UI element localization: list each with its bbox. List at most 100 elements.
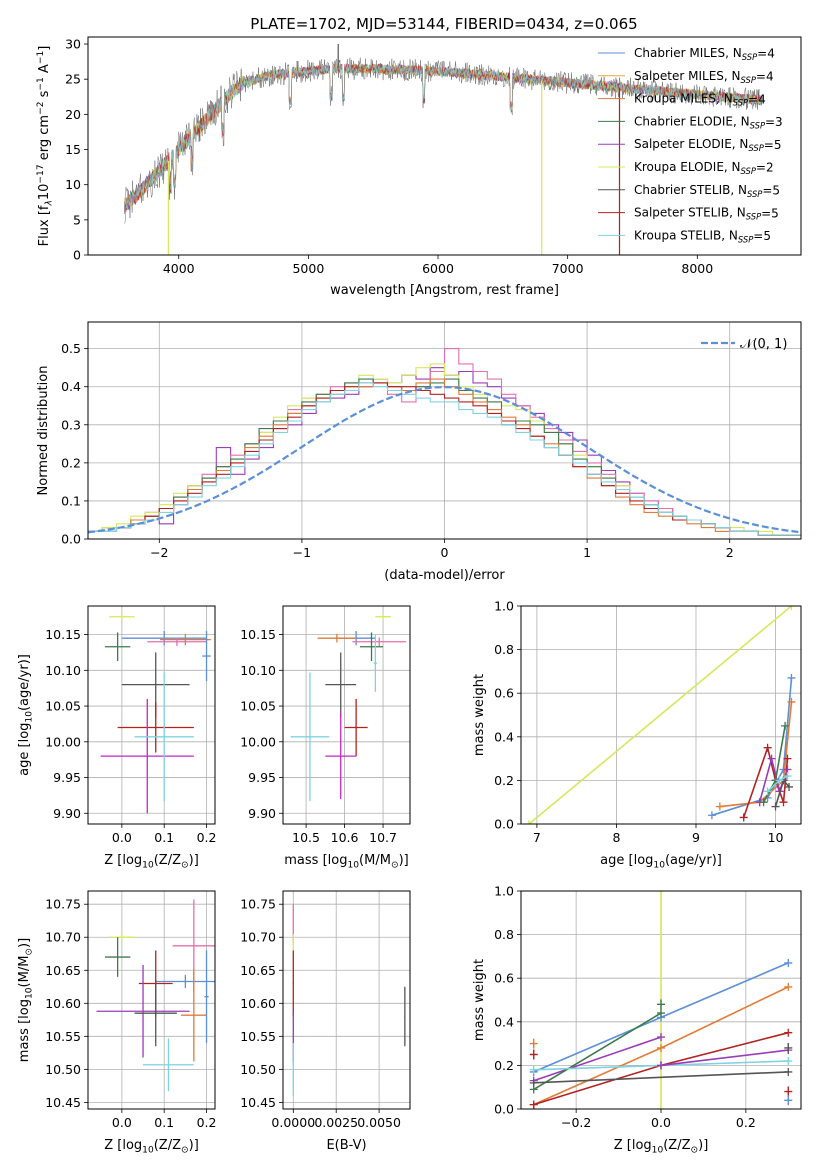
legend-entry-part: =4 <box>757 47 775 61</box>
mass-weight-marker <box>763 743 772 752</box>
legend-entry-part: =2 <box>756 161 774 175</box>
mass_vs_Z-ytick-label: 10.55 <box>45 1029 81 1044</box>
residual-ylabel: Normed distribution <box>36 366 51 496</box>
legend-entry-part: SSP <box>733 98 749 108</box>
mass_vs_ebv-axes: 0.0000 0.0025 0.0050 10.45 10.50 10.55 10.60 10… <box>240 890 411 1153</box>
mass-weight-marker <box>783 754 792 763</box>
spectrum-xtick-label: 5000 <box>292 261 324 276</box>
mass_vs_ebv-ytick-label: 10.55 <box>240 1029 276 1044</box>
mass-weight-series-line <box>528 606 793 824</box>
spectrum-ytick-label: 15 <box>65 142 81 157</box>
mass_vs_Z-ytick-label: 10.45 <box>45 1095 81 1110</box>
mass_vs_ebv-ytick-label: 10.70 <box>240 930 276 945</box>
spectrum-ytick-label: 0 <box>73 248 81 263</box>
spectrum-ylabel-part: 10 <box>37 184 52 201</box>
residuals-ytick-label: 0.2 <box>61 455 81 470</box>
mass-weight-marker <box>657 999 665 1010</box>
mass-weight-marker <box>759 798 768 807</box>
massweight_vs_Z-ytick-label: 0.0 <box>494 1102 514 1117</box>
residual-histogram-series <box>88 382 801 536</box>
legend-entry-part: SSP <box>741 166 757 176</box>
age_vs_Z-xtick-label: 0.1 <box>154 830 174 845</box>
residual-histograms <box>88 348 801 536</box>
mass_vs_Z-xtick-label: 0.1 <box>154 1115 174 1130</box>
legend-entry-part: SSP <box>748 143 764 153</box>
legend-entry-part: =3 <box>765 115 783 129</box>
mass_vs_Z-ylabel-part: (M/M <box>17 956 32 988</box>
spectrum-xtick-label: 7000 <box>552 261 584 276</box>
age_vs_Z-ytick-label: 10.05 <box>45 699 81 714</box>
spectrum-ylabel-part: erg cm <box>37 115 52 164</box>
legend-entry-part: =5 <box>762 184 780 198</box>
massweight_vs_age-ytick-label: 0.4 <box>494 729 514 744</box>
massweight_vs_Z-xlabel: Z [log10(Z/Z⊙)] <box>614 1138 709 1155</box>
spectrum-xtick-label: 8000 <box>681 261 713 276</box>
residuals-ytick-label: 0.3 <box>61 417 81 432</box>
mass-weight-series-line <box>660 1049 789 1067</box>
mass_vs_ebv-ytick-label: 10.75 <box>240 897 276 912</box>
mass-weight-marker <box>771 802 780 811</box>
mass_vs_Z-xtick-label: 0.2 <box>197 1115 217 1130</box>
age_vs_mass-xlabel-part: mass [log <box>284 853 347 868</box>
mass-weight-marker <box>657 1043 665 1052</box>
mass_vs_Z-ytick-label: 10.70 <box>45 930 81 945</box>
age_vs_Z-xlabel-part: 10 <box>142 860 154 870</box>
legend-entry: Kroupa ELODIE, NSSP=2 <box>634 160 774 176</box>
mass_vs_Z-ylabel: mass [log10(M/M⊙)] <box>17 938 34 1062</box>
age_vs_Z-xtick-label: 0.0 <box>112 830 132 845</box>
spectrum-axes: 4000 5000 6000 7000 8000 0 5 10 15 20 25 30 waveleng… <box>36 36 802 298</box>
residual-xlabel: (data-model)/error <box>384 568 505 583</box>
age_vs_mass-frame <box>282 605 411 825</box>
mass_vs_ebv-xtick-label: 0.0000 <box>271 1115 315 1130</box>
mass-weight-marker <box>529 1065 538 1074</box>
mass-weight-series-line <box>533 1071 789 1084</box>
legend-entry-part: =4 <box>748 92 766 106</box>
legend-entry: Salpeter STELIB, NSSP=5 <box>634 206 779 222</box>
legend-entry: Chabrier ELODIE, NSSP=3 <box>634 114 783 130</box>
mass_vs_Z-xlabel-part: )] <box>189 1138 199 1153</box>
age_vs_Z-ylabel-part: (age/yr)] <box>17 654 32 711</box>
massweight_vs_Z-xtick-label: −0.2 <box>561 1115 591 1130</box>
mass-weight-marker <box>739 813 748 822</box>
mass-weight-marker <box>775 776 784 785</box>
age_vs_Z-xlabel: Z [log10(Z/Z⊙)] <box>104 853 199 870</box>
mass_vs_Z-ytick-label: 10.50 <box>45 1062 81 1077</box>
massweight_vs_Z-xlabel-part: 10 <box>652 1145 664 1155</box>
massweight_vs_age-frame <box>520 605 802 825</box>
legend-entry-part: Chabrier STELIB, N <box>634 183 747 197</box>
legend-entry-part: Chabrier ELODIE, N <box>634 114 750 128</box>
age_vs_Z-ylabel-part: 10 <box>24 711 34 723</box>
massweight_vs_age-xlabel-part: 10 <box>653 860 665 870</box>
age_vs_Z-xlabel-part: )] <box>189 853 199 868</box>
spectrum-ylabel-part: Flux [f <box>37 205 52 246</box>
mass-weight-marker <box>657 1009 665 1018</box>
mass-weight-marker <box>707 811 716 820</box>
residual-legend-label: 𝒩(0, 1) <box>740 337 787 352</box>
age_vs_mass-xlabel: mass [log10(M/M⊙)] <box>284 853 408 870</box>
spectrum-ytick-label: 5 <box>73 212 81 227</box>
mass_vs_Z-ylabel-part: ⊙ <box>24 948 34 956</box>
mass_vs_ebv-ytick-label: 10.60 <box>240 996 276 1011</box>
mass_vs_ebv-frame <box>282 890 411 1110</box>
massweight_vs_Z-xlabel-part: (Z/Z <box>663 1138 690 1153</box>
massweight_vs_Z-xtick-label: 0.0 <box>651 1115 671 1130</box>
mass_vs_Z-points <box>96 899 215 1092</box>
massweight_vs_age-xlabel-part: age [log <box>600 853 653 868</box>
age_vs_Z-points <box>100 613 211 814</box>
mass_vs_Z-ytick-label: 10.60 <box>45 996 81 1011</box>
legend-entry: Kroupa STELIB, NSSP=5 <box>634 228 771 244</box>
mass-weight-marker <box>657 891 665 895</box>
mass_vs_Z-xlabel-part: 10 <box>142 1145 154 1155</box>
mass-weight-marker <box>784 1028 793 1037</box>
legend-entry-part: =5 <box>753 229 771 243</box>
mass-weight-marker <box>784 1067 793 1076</box>
mass-weight-marker <box>784 1086 793 1097</box>
age_vs_mass-points <box>290 613 407 802</box>
residuals-xtick-label: 1 <box>583 545 591 560</box>
mass-weight-marker <box>657 1033 665 1042</box>
massweight_vs_age-lines <box>524 606 796 824</box>
mass-weight-marker <box>529 1049 538 1060</box>
mass_vs_ebv-ytick-label: 10.50 <box>240 1062 276 1077</box>
legend-entry-part: =4 <box>756 70 774 84</box>
